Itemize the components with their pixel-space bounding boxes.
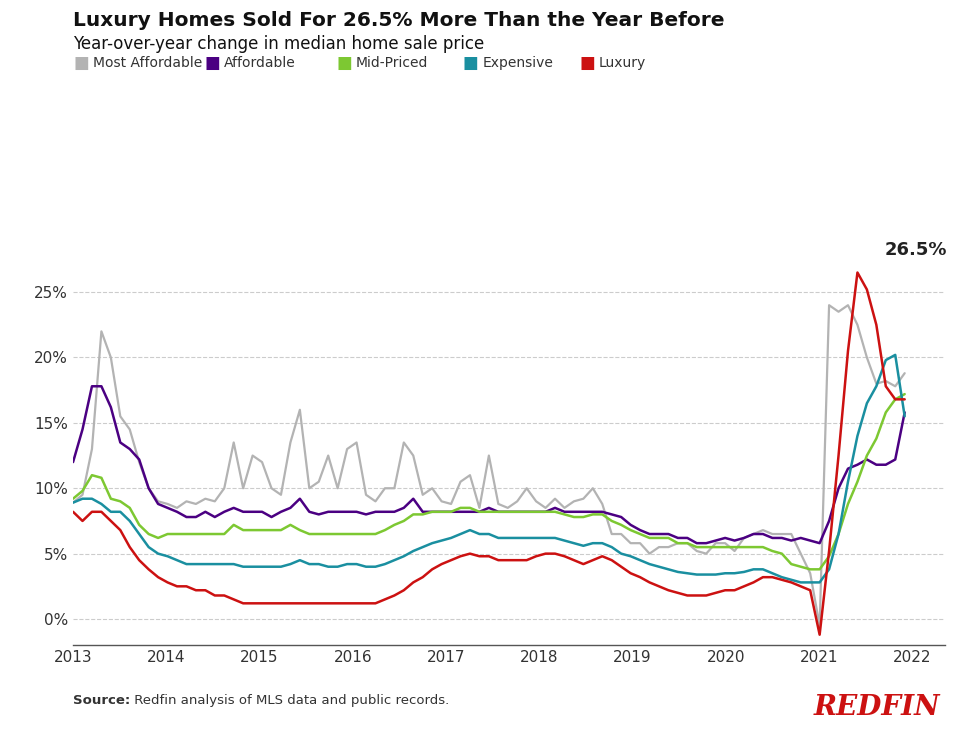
Text: ■: ■ [336,55,352,72]
Text: ■: ■ [205,55,220,72]
Text: ■: ■ [463,55,478,72]
Text: Expensive: Expensive [482,56,553,71]
Text: Affordable: Affordable [224,56,296,71]
Text: ■: ■ [580,55,595,72]
Text: Year-over-year change in median home sale price: Year-over-year change in median home sal… [73,35,484,53]
Text: 26.5%: 26.5% [884,241,947,260]
Text: Luxury: Luxury [599,56,647,71]
Text: REDFIN: REDFIN [813,694,940,721]
Text: Redfin analysis of MLS data and public records.: Redfin analysis of MLS data and public r… [130,694,449,707]
Text: Source:: Source: [73,694,131,707]
Text: Luxury Homes Sold For 26.5% More Than the Year Before: Luxury Homes Sold For 26.5% More Than th… [73,11,725,30]
Text: ■: ■ [73,55,89,72]
Text: Mid-Priced: Mid-Priced [356,56,428,71]
Text: Most Affordable: Most Affordable [93,56,202,71]
